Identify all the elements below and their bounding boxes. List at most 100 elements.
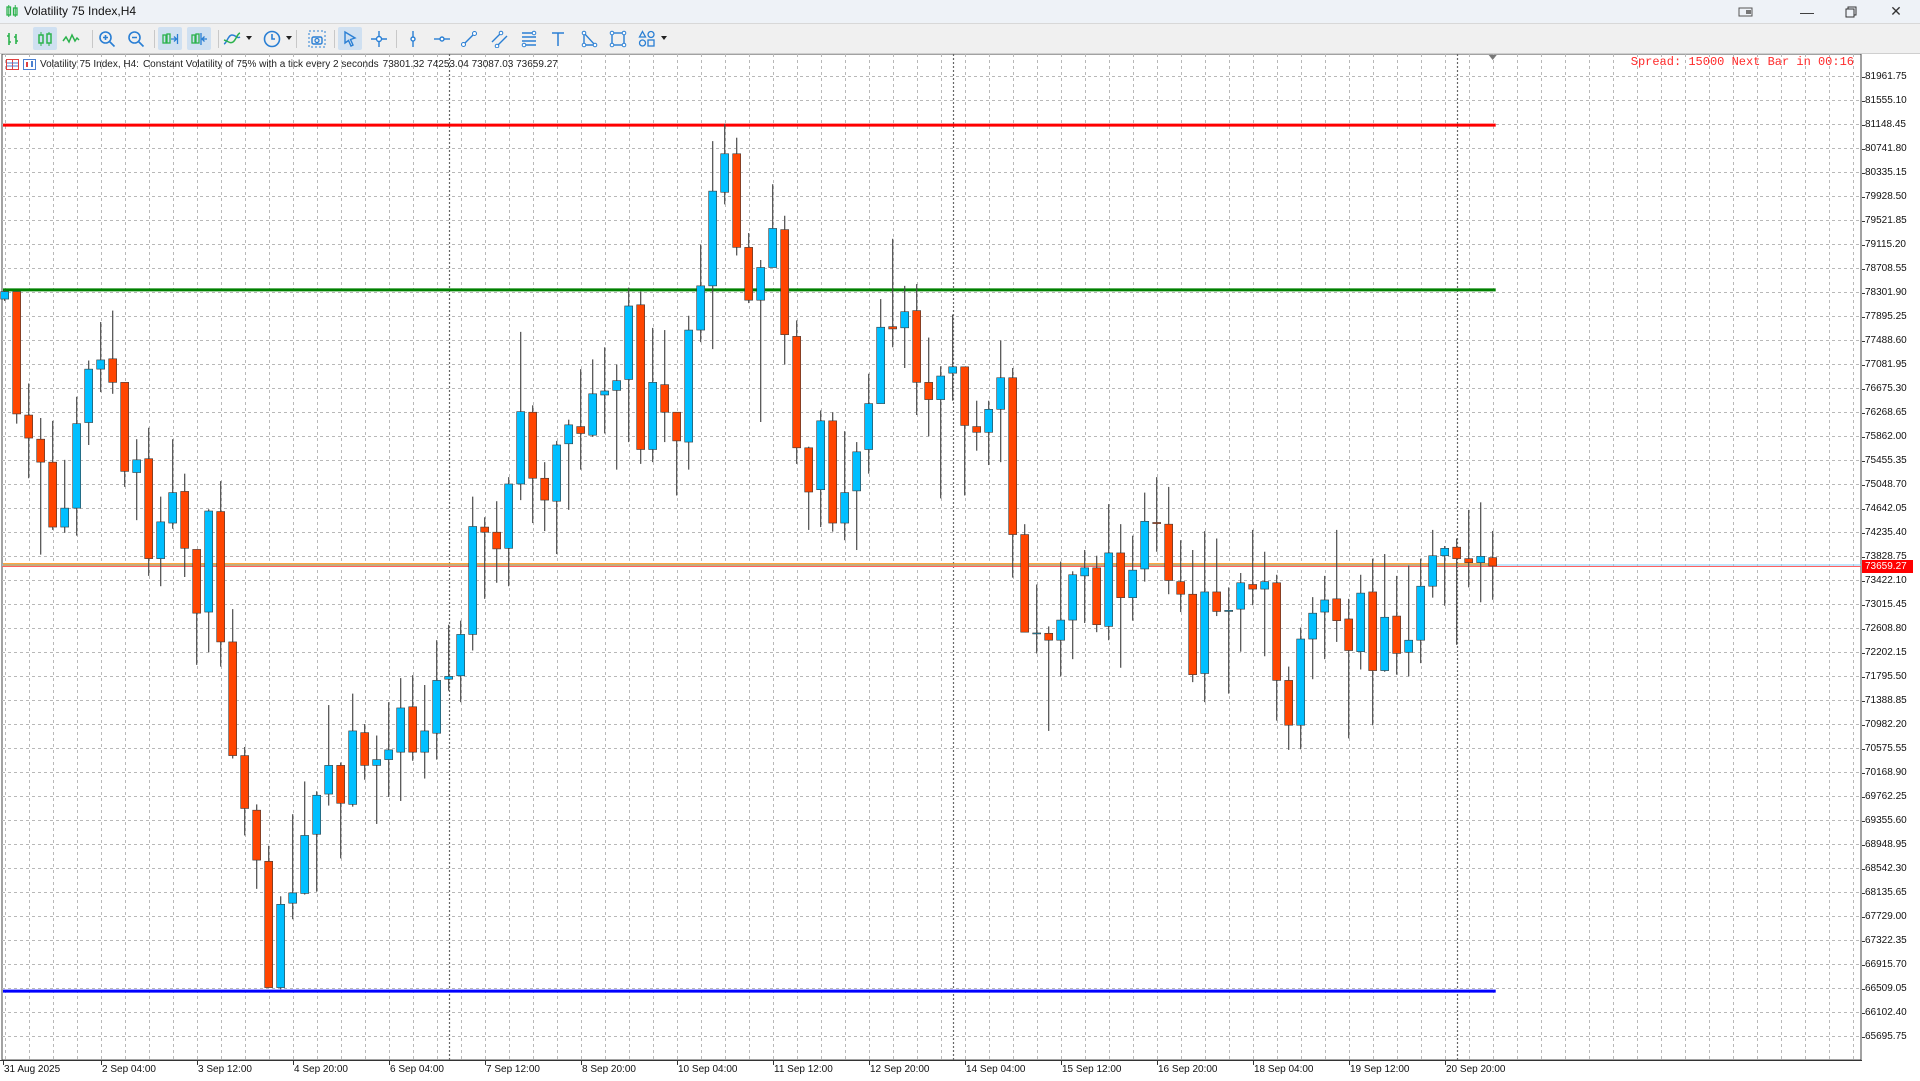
price-tick (1862, 124, 1865, 126)
bullish-candle (588, 393, 598, 436)
bullish-candle (768, 228, 778, 268)
bullish-candle (996, 377, 1006, 410)
close-icon: ✕ (1890, 3, 1902, 19)
price-tick (1862, 508, 1865, 510)
time-tick (101, 1061, 102, 1065)
price-tick (1862, 100, 1865, 102)
bearish-candle (240, 755, 249, 809)
time-tick (389, 1061, 390, 1065)
bullish-candle (720, 153, 730, 193)
line-chart-button[interactable] (59, 27, 83, 50)
horizontal-line-button[interactable] (430, 27, 454, 50)
price-tick (1862, 796, 1865, 798)
price-tick-label: 79521.85 (1865, 214, 1907, 226)
bullish-candle (708, 190, 718, 287)
time-tick-label: 15 Sep 12:00 (1062, 1064, 1122, 1075)
price-tick-label: 77488.60 (1865, 334, 1907, 346)
toolbar (0, 24, 1920, 54)
price-tick-label: 79115.20 (1865, 238, 1906, 250)
dropdown-arrow-icon[interactable] (246, 36, 252, 40)
price-tick (1862, 532, 1865, 534)
chart-shift-button[interactable] (187, 27, 211, 50)
time-tick-label: 19 Sep 12:00 (1350, 1064, 1410, 1075)
shapes-button[interactable] (635, 27, 659, 50)
chart-info-line: Volatility 75 Index, H4: Constant Volati… (6, 57, 558, 71)
cursor-button[interactable] (338, 27, 362, 50)
periods-button[interactable] (260, 27, 284, 50)
fibonacci-icon (521, 30, 537, 47)
bearish-candle (1044, 632, 1053, 641)
time-tick (3, 1061, 4, 1065)
price-tick (1862, 388, 1865, 390)
toolbar-separator (92, 30, 93, 48)
fibonacci-button[interactable] (517, 27, 541, 50)
zoom-in-button[interactable] (95, 27, 119, 50)
vertical-line-button[interactable] (401, 27, 425, 50)
bearish-candle (408, 706, 418, 753)
bearish-candle (1212, 591, 1221, 612)
restore-layout-button[interactable] (1724, 0, 1768, 23)
bearish-candle (888, 326, 898, 330)
time-tick (1253, 1061, 1254, 1065)
text-button[interactable] (546, 27, 570, 50)
price-axis[interactable]: 81961.75 81555.10 81148.45 80741.80 80335.15… (1862, 54, 1920, 1060)
price-tick-label: 73422.10 (1865, 574, 1907, 586)
text-icon (552, 31, 564, 46)
close-button[interactable]: ✕ (1874, 0, 1918, 23)
triangle-icon (581, 30, 598, 47)
equidistant-channel-button[interactable] (488, 27, 512, 50)
autoscroll-button[interactable] (158, 27, 182, 50)
price-tick (1862, 868, 1865, 870)
time-axis[interactable]: 31 Aug 2025 2 Sep 04:00 3 Sep 12:00 4 Sep 2… (0, 1060, 1862, 1081)
bullish-candle (96, 359, 105, 370)
price-tick (1862, 76, 1865, 78)
triangle-button[interactable] (577, 27, 601, 50)
dropdown-arrow-icon[interactable] (661, 36, 667, 40)
price-tick (1862, 628, 1865, 630)
time-tick (485, 1061, 486, 1065)
price-tick (1862, 220, 1865, 222)
channel-icon (491, 30, 508, 48)
bullish-candle (1428, 555, 1437, 587)
price-tick-label: 81961.75 (1865, 70, 1907, 82)
trendline-button[interactable] (457, 27, 481, 50)
rectangle-button[interactable] (606, 27, 630, 50)
bullish-candle (600, 390, 610, 396)
price-tick (1862, 148, 1865, 150)
restore-icon (1845, 6, 1857, 17)
bearish-candle (780, 229, 790, 335)
crosshair-button[interactable] (367, 27, 391, 50)
maximize-button[interactable] (1829, 0, 1873, 23)
minimize-button[interactable]: — (1785, 0, 1829, 23)
price-tick (1862, 460, 1865, 462)
candlestick-chart-button[interactable] (33, 27, 57, 50)
zoom-out-button[interactable] (124, 27, 148, 50)
price-tick (1862, 652, 1865, 654)
bullish-candle (936, 375, 946, 400)
bearish-candle (660, 384, 670, 413)
screenshot-button[interactable] (305, 27, 329, 50)
bullish-candle (396, 707, 406, 753)
price-tick (1862, 988, 1865, 990)
dropdown-arrow-icon[interactable] (286, 36, 292, 40)
price-tick (1862, 604, 1865, 606)
bearish-candle (1452, 546, 1461, 559)
time-tick-label: 11 Sep 12:00 (774, 1064, 833, 1075)
bearish-candle (24, 414, 34, 439)
bearish-candle (1284, 680, 1293, 726)
price-tick-label: 78301.90 (1865, 286, 1907, 298)
price-tick-label: 68135.65 (1865, 886, 1907, 898)
price-tick-label: 69762.25 (1865, 790, 1907, 802)
bar-chart-button[interactable] (1, 27, 25, 50)
price-tick (1862, 340, 1865, 342)
price-tick (1862, 844, 1865, 846)
chart-properties-icon (23, 58, 36, 70)
price-tick-label: 77895.25 (1865, 310, 1907, 322)
indicators-button[interactable] (220, 27, 244, 50)
time-tick (677, 1061, 678, 1065)
chart-shift-icon (191, 32, 207, 45)
bullish-candle (552, 444, 562, 502)
bearish-candle (1332, 598, 1341, 621)
shapes-icon (638, 29, 655, 47)
